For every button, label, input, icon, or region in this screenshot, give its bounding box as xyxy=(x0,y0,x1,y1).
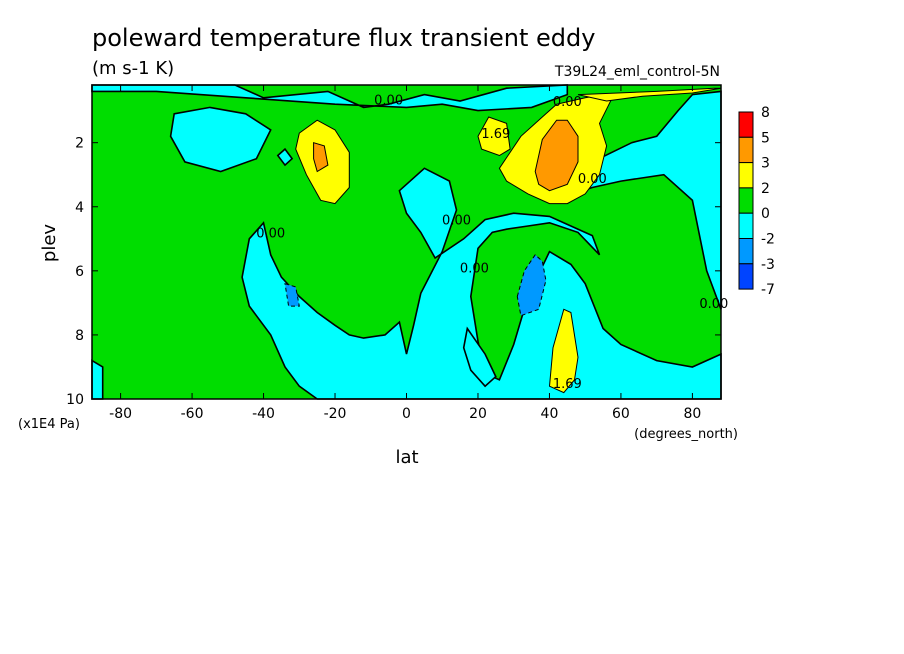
contour-region-7 xyxy=(91,359,104,400)
x-tick-label: 60 xyxy=(612,406,630,422)
contour-label: 0.00 xyxy=(256,226,285,241)
colorbar-swatch xyxy=(738,212,754,239)
contour-region-15 xyxy=(313,142,329,173)
y-axis: 2 4 6 8 10 xyxy=(66,136,721,408)
chart-title: poleward temperature flux transient eddy xyxy=(92,24,595,52)
colorbar-swatch xyxy=(738,111,754,138)
contour-label: 0.00 xyxy=(374,93,403,108)
contour-region-8 xyxy=(284,282,300,307)
contour-region-5 xyxy=(241,167,722,400)
colorbar-label: 2 xyxy=(761,181,770,197)
contour-label: 0.00 xyxy=(442,214,471,229)
x-axis-label: lat xyxy=(395,447,418,468)
contour-region-2 xyxy=(169,106,272,173)
x-tick-label: 40 xyxy=(541,406,559,422)
contour-region-11 xyxy=(477,116,511,157)
contour-label: 1.69 xyxy=(481,127,510,142)
colorbar-label: -7 xyxy=(761,282,775,298)
contour-label: 0.00 xyxy=(699,297,728,312)
contour-region-16 xyxy=(534,119,579,192)
contour-labels: 0.00 0.00 1.69 0.00 0.00 0.00 0.00 0.00 1.69 xyxy=(256,93,728,392)
x-tick-label: 0 xyxy=(402,406,411,422)
colorbar-swatch xyxy=(738,136,754,164)
contour-region-6 xyxy=(462,326,497,388)
x-tick-label: 20 xyxy=(469,406,487,422)
x-tick-label: -20 xyxy=(324,406,347,422)
plot-area xyxy=(91,84,722,400)
contour-label: 1.69 xyxy=(553,377,582,392)
colorbar-label: 0 xyxy=(761,206,770,222)
colorbar-swatch xyxy=(738,238,754,265)
contour-label: 0.00 xyxy=(578,172,607,187)
colorbar-label: 8 xyxy=(761,105,770,121)
x-tick-label: -40 xyxy=(252,406,275,422)
contour-region-3 xyxy=(276,147,294,167)
x-axis-units: (degrees_north) xyxy=(634,427,738,442)
colorbar-label: 3 xyxy=(761,156,770,172)
y-tick-label: 2 xyxy=(75,136,84,152)
y-tick-label: 6 xyxy=(75,264,84,280)
chart-units: (m s-1 K) xyxy=(92,58,174,79)
run-label: T39L24_eml_control-5N xyxy=(554,64,720,80)
x-tick-label: -60 xyxy=(181,406,204,422)
contour-label: 0.00 xyxy=(553,95,582,110)
y-tick-label: 8 xyxy=(75,328,84,344)
colorbar-swatch xyxy=(738,162,754,189)
y-axis-label: plev xyxy=(39,224,60,263)
y-tick-label: 4 xyxy=(75,200,84,216)
x-tick-label: 80 xyxy=(683,406,701,422)
contour-region-1 xyxy=(91,84,569,112)
x-axis: -80 -60 -40 -20 0 20 40 60 80 xyxy=(109,85,701,422)
colorbar: 8 5 3 2 0 -2 -3 -7 xyxy=(738,105,775,298)
x-tick-label: -80 xyxy=(109,406,132,422)
colorbar-label: 5 xyxy=(761,130,770,146)
colorbar-label: -3 xyxy=(761,257,775,273)
contour-label: 0.00 xyxy=(460,262,489,277)
y-axis-units: (x1E4 Pa) xyxy=(18,417,80,432)
y-tick-label: 10 xyxy=(66,392,84,408)
contour-region-13 xyxy=(577,87,722,102)
colorbar-label: -2 xyxy=(761,232,775,248)
contour-region-14 xyxy=(548,308,579,394)
contour-region-9 xyxy=(516,254,547,317)
colorbar-swatch xyxy=(738,263,754,290)
colorbar-swatch xyxy=(738,187,754,214)
